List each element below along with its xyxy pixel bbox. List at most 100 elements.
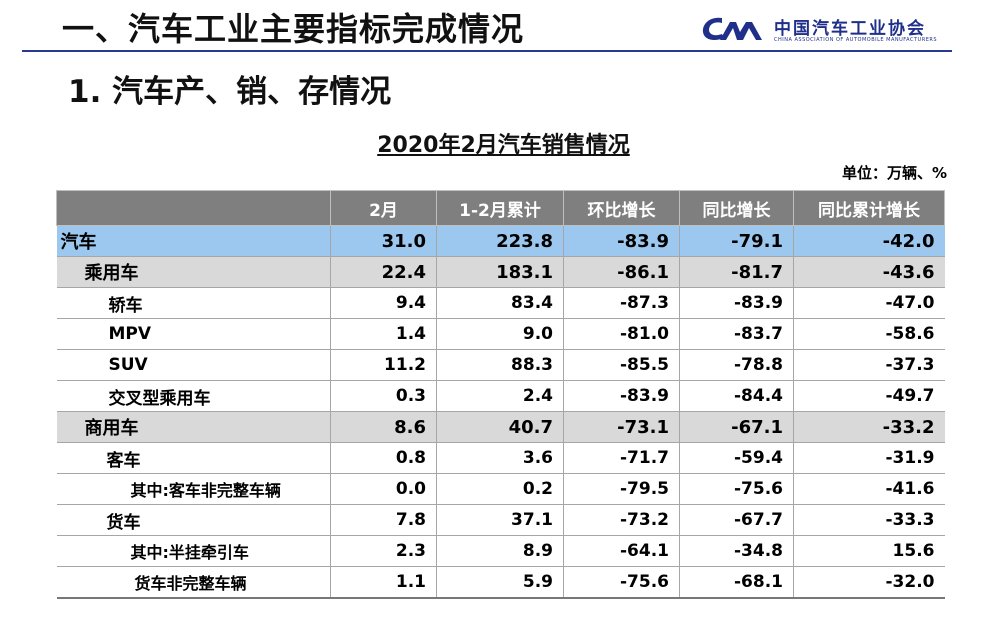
table-row: SUV 11.2 88.3 -85.5 -78.8 -37.3 bbox=[56, 349, 945, 381]
table-cell: 8.9 bbox=[436, 535, 564, 567]
table-cell: 9.4 bbox=[330, 287, 437, 319]
column-header bbox=[56, 190, 331, 226]
sales-table: 2月 1-2月累计 环比增长 同比增长 同比累计增长 汽车 31.0 223.8 -8… bbox=[56, 190, 945, 599]
table-row: 其中:半挂牵引车 2.3 8.9 -64.1 -34.8 15.6 bbox=[56, 535, 945, 567]
table-cell: 40.7 bbox=[436, 411, 564, 443]
caam-logo-mark-icon bbox=[702, 17, 762, 40]
row-label: 其中:客车非完整车辆 bbox=[56, 473, 331, 505]
table-cell: 2.4 bbox=[436, 380, 564, 412]
table-cell: -83.7 bbox=[679, 318, 794, 350]
table-cell: 8.6 bbox=[330, 411, 437, 443]
table-cell: -81.7 bbox=[679, 256, 794, 288]
table-cell: 1.1 bbox=[330, 566, 437, 599]
table-row: 其中:客车非完整车辆 0.0 0.2 -79.5 -75.6 -41.6 bbox=[56, 473, 945, 505]
row-label: 商用车 bbox=[56, 411, 331, 443]
row-label: MPV bbox=[56, 318, 331, 350]
section-heading: 1. 汽车产、销、存情况 bbox=[68, 74, 392, 110]
table-cell: -43.6 bbox=[793, 256, 945, 288]
table-cell: -67.1 bbox=[679, 411, 794, 443]
table-cell: -32.0 bbox=[793, 566, 945, 599]
table-cell: 11.2 bbox=[330, 349, 437, 381]
row-label: 轿车 bbox=[56, 287, 331, 319]
table-cell: 15.6 bbox=[793, 535, 945, 567]
logo-text-cn: 中国汽车工业协会 bbox=[774, 19, 926, 39]
row-label: 货车非完整车辆 bbox=[56, 566, 331, 599]
table-row: 轿车 9.4 83.4 -87.3 -83.9 -47.0 bbox=[56, 287, 945, 319]
table-cell: -78.8 bbox=[679, 349, 794, 381]
row-label: 汽车 bbox=[56, 225, 331, 257]
table-cell: -83.9 bbox=[563, 225, 680, 257]
table-cell: -86.1 bbox=[563, 256, 680, 288]
table-row: 商用车 8.6 40.7 -73.1 -67.1 -33.2 bbox=[56, 411, 945, 443]
table-cell: 223.8 bbox=[436, 225, 564, 257]
table-cell: 7.8 bbox=[330, 504, 437, 536]
column-header: 2月 bbox=[330, 190, 437, 226]
table-cell: 88.3 bbox=[436, 349, 564, 381]
table-cell: -75.6 bbox=[563, 566, 680, 599]
table-cell: -81.0 bbox=[563, 318, 680, 350]
table-cell: -31.9 bbox=[793, 442, 945, 474]
table-cell: 37.1 bbox=[436, 504, 564, 536]
row-label: 其中:半挂牵引车 bbox=[56, 535, 331, 567]
table-cell: -85.5 bbox=[563, 349, 680, 381]
table-cell: -79.1 bbox=[679, 225, 794, 257]
table-row: 汽车 31.0 223.8 -83.9 -79.1 -42.0 bbox=[56, 225, 945, 257]
table-row: 货车非完整车辆 1.1 5.9 -75.6 -68.1 -32.0 bbox=[56, 566, 945, 599]
table-cell: 0.3 bbox=[330, 380, 437, 412]
column-header: 环比增长 bbox=[563, 190, 680, 226]
logo-text-en: CHINA ASSOCIATION OF AUTOMOBILE MANUFACT… bbox=[774, 37, 938, 43]
table-row: 客车 0.8 3.6 -71.7 -59.4 -31.9 bbox=[56, 442, 945, 474]
header-divider bbox=[22, 50, 952, 52]
table-cell: 9.0 bbox=[436, 318, 564, 350]
table-cell: -73.1 bbox=[563, 411, 680, 443]
table-cell: -71.7 bbox=[563, 442, 680, 474]
table-cell: -68.1 bbox=[679, 566, 794, 599]
table-cell: 22.4 bbox=[330, 256, 437, 288]
row-label: SUV bbox=[56, 349, 331, 381]
table-cell: 83.4 bbox=[436, 287, 564, 319]
table-cell: -87.3 bbox=[563, 287, 680, 319]
table-cell: -34.8 bbox=[679, 535, 794, 567]
table-cell: -67.7 bbox=[679, 504, 794, 536]
table-body: 汽车 31.0 223.8 -83.9 -79.1 -42.0 乘用车 22.4 183.1 -8… bbox=[56, 225, 945, 599]
table-cell: -79.5 bbox=[563, 473, 680, 505]
table-cell: -42.0 bbox=[793, 225, 945, 257]
table-header-row: 2月 1-2月累计 环比增长 同比增长 同比累计增长 bbox=[56, 190, 945, 226]
table-row: MPV 1.4 9.0 -81.0 -83.7 -58.6 bbox=[56, 318, 945, 350]
table-cell: -58.6 bbox=[793, 318, 945, 350]
page-title: 一、汽车工业主要指标完成情况 bbox=[62, 10, 525, 48]
table-title: 2020年2月汽车销售情况 bbox=[377, 133, 630, 158]
table-cell: -33.3 bbox=[793, 504, 945, 536]
table-row: 货车 7.8 37.1 -73.2 -67.7 -33.3 bbox=[56, 504, 945, 536]
table-cell: -47.0 bbox=[793, 287, 945, 319]
table-cell: -41.6 bbox=[793, 473, 945, 505]
table-cell: -83.9 bbox=[563, 380, 680, 412]
table-cell: -49.7 bbox=[793, 380, 945, 412]
column-header: 同比增长 bbox=[679, 190, 794, 226]
table-cell: 0.0 bbox=[330, 473, 437, 505]
table-cell: -37.3 bbox=[793, 349, 945, 381]
table-cell: 0.8 bbox=[330, 442, 437, 474]
table-cell: 3.6 bbox=[436, 442, 564, 474]
table-cell: -84.4 bbox=[679, 380, 794, 412]
table-row: 交叉型乘用车 0.3 2.4 -83.9 -84.4 -49.7 bbox=[56, 380, 945, 412]
table-cell: 2.3 bbox=[330, 535, 437, 567]
table-cell: 5.9 bbox=[436, 566, 564, 599]
row-label: 货车 bbox=[56, 504, 331, 536]
table-cell: -83.9 bbox=[679, 287, 794, 319]
row-label: 乘用车 bbox=[56, 256, 331, 288]
row-label: 客车 bbox=[56, 442, 331, 474]
table-cell: -64.1 bbox=[563, 535, 680, 567]
table-cell: 1.4 bbox=[330, 318, 437, 350]
table-cell: 183.1 bbox=[436, 256, 564, 288]
table-cell: -59.4 bbox=[679, 442, 794, 474]
table-cell: 0.2 bbox=[436, 473, 564, 505]
row-label: 交叉型乘用车 bbox=[56, 380, 331, 412]
column-header: 同比累计增长 bbox=[793, 190, 945, 226]
unit-note: 单位：万辆、% bbox=[841, 164, 947, 182]
column-header: 1-2月累计 bbox=[436, 190, 564, 226]
table-cell: -75.6 bbox=[679, 473, 794, 505]
table-cell: -33.2 bbox=[793, 411, 945, 443]
table-cell: -73.2 bbox=[563, 504, 680, 536]
table-row: 乘用车 22.4 183.1 -86.1 -81.7 -43.6 bbox=[56, 256, 945, 288]
